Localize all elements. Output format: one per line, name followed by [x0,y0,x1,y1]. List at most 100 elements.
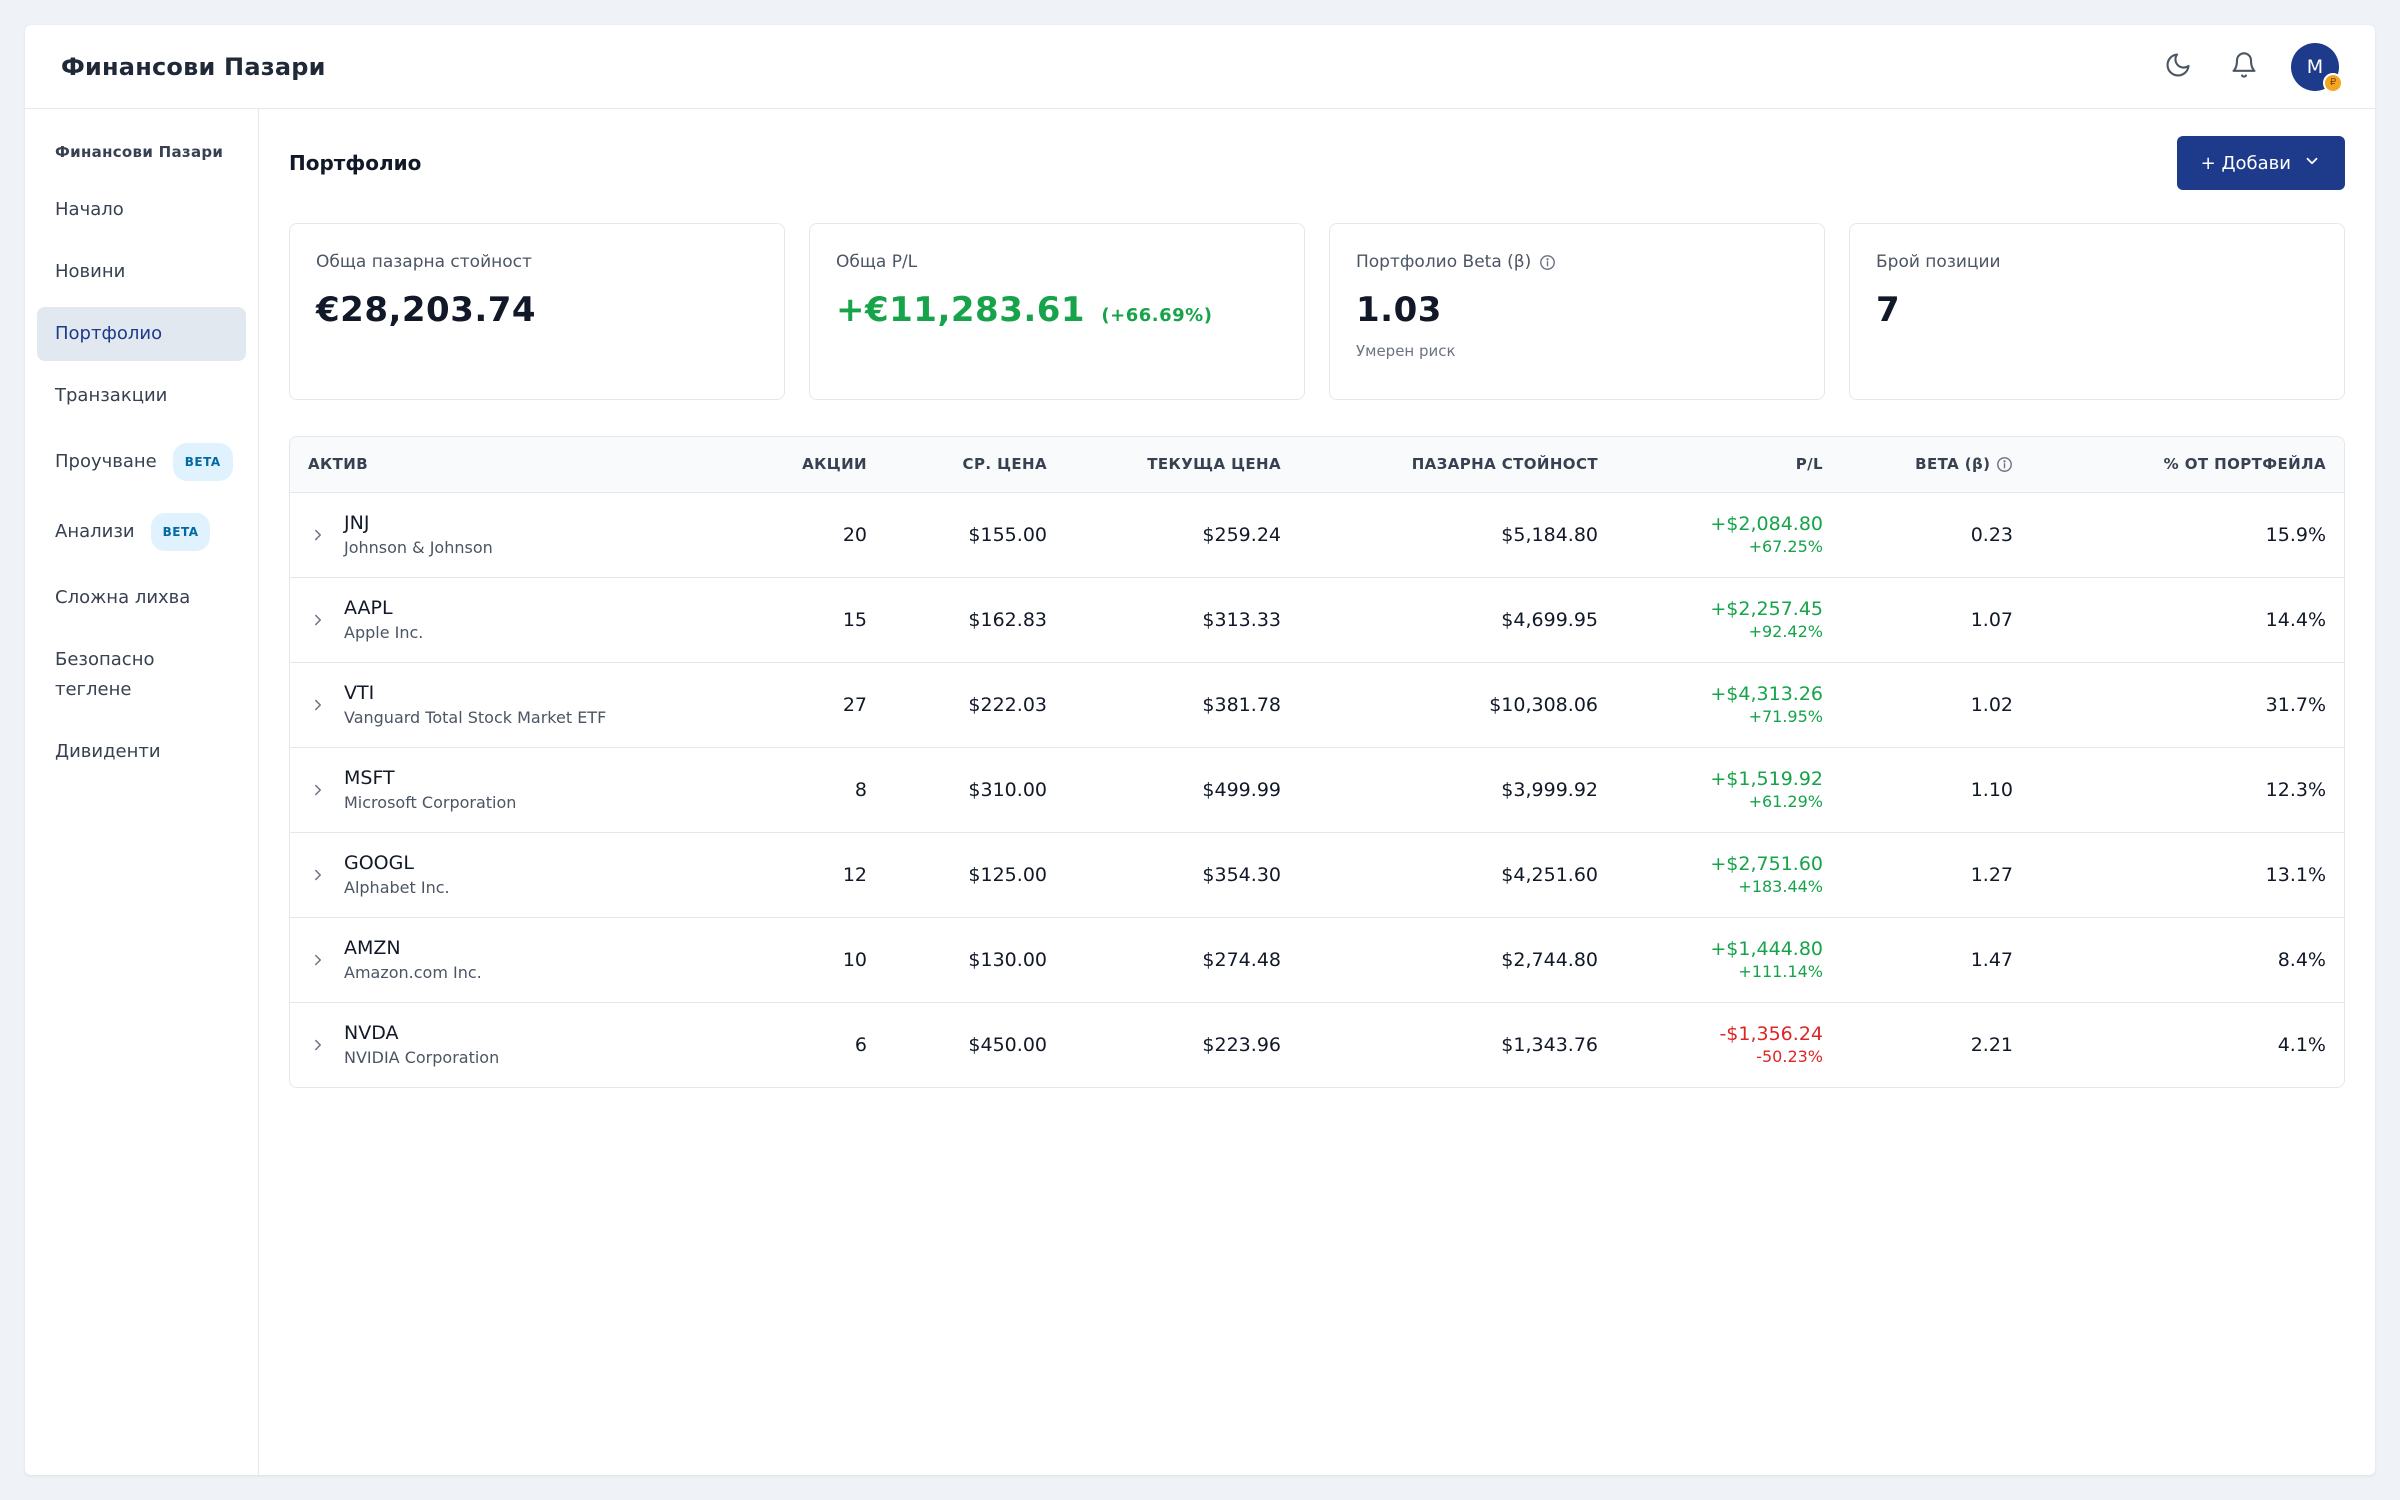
asset-cell: JNJ Johnson & Johnson [290,492,770,578]
chevron-right-icon[interactable] [308,695,328,715]
avg-price-cell: $450.00 [968,1033,1047,1056]
sidebar-item[interactable]: Портфолио [37,307,246,361]
sidebar-item[interactable]: Новини [37,245,246,299]
add-button[interactable]: + Добави [2176,136,2345,190]
header-beta[interactable]: BETA (β) [1841,437,2031,493]
card-label: Обща P/L [836,252,918,272]
pl-amount: +$2,084.80 [1710,513,1823,535]
sidebar-item-label: Транзакции [55,385,168,406]
avg-price-cell: $310.00 [885,747,1065,833]
table-row[interactable]: NVDA NVIDIA Corporation 6 $450.00 $223.96 $1,… [290,1002,2344,1087]
chevron-right-icon[interactable] [308,780,328,800]
theme-toggle-button[interactable] [2159,48,2197,86]
asset-cell: NVDA NVIDIA Corporation [290,1002,770,1087]
sidebar-item[interactable]: Анализи BETA [37,501,246,563]
current-price-cell: $223.96 [1202,1033,1281,1056]
table-row[interactable]: AMZN Amazon.com Inc. 10 $130.00 $274.48 $2,74… [290,917,2344,1003]
company-name: Microsoft Corporation [344,793,517,812]
sidebar-item[interactable]: Дивиденти [37,725,246,779]
sidebar-item[interactable]: Проучване BETA [37,431,246,493]
info-icon[interactable] [1539,254,1556,271]
beta-cell: 1.02 [1841,662,2031,748]
chevron-right-icon[interactable] [308,610,328,630]
header-portfolio-pct[interactable]: % ОТ ПОРТФЕЙЛА [2031,437,2344,493]
card-value: €28,203.74 [316,290,537,330]
card-market-value: Обща пазарна стойност €28,203.74 [289,223,785,400]
sidebar-item[interactable]: Транзакции [37,369,246,423]
chevron-right-icon[interactable] [308,1035,328,1055]
beta-cell: 1.07 [1841,577,2031,663]
pl-percent: +92.42% [1748,622,1823,641]
user-avatar[interactable]: M ₽ [2291,42,2343,93]
header-market-value[interactable]: ПАЗАРНА СТОЙНОСТ [1299,437,1616,493]
pl-percent: +61.29% [1748,792,1823,811]
chevron-right-icon[interactable] [308,525,328,545]
table-row[interactable]: JNJ Johnson & Johnson 20 $155.00 $259.24 $5,1… [290,492,2344,578]
beta-cell: 0.23 [1841,492,2031,578]
notifications-button[interactable] [2225,48,2263,86]
pl-percent: +67.25% [1748,537,1823,556]
sidebar-item[interactable]: Начало [37,183,246,237]
asset-cell: MSFT Microsoft Corporation [290,747,770,833]
main-content: Портфолио + Добави Обща пазарна стойност… [259,109,2375,1475]
portfolio-pct-cell: 14.4% [2031,577,2344,663]
pl-amount: +$2,257.45 [1710,598,1823,620]
shares-cell: 8 [770,747,885,833]
table-row[interactable]: GOOGL Alphabet Inc. 12 $125.00 $354.30 $4,251… [290,832,2344,918]
company-name: Amazon.com Inc. [344,963,482,982]
pl-amount: +$2,751.60 [1710,853,1823,875]
chevron-right-icon[interactable] [308,950,328,970]
market-value-cell: $1,343.76 [1501,1033,1598,1056]
pl-value: +€11,283.61 [836,290,1086,330]
moon-icon [2164,51,2192,83]
header-current-price[interactable]: ТЕКУЩА ЦЕНА [1065,437,1299,493]
market-value-cell: $5,184.80 [1299,492,1616,578]
pl-cell: +$1,519.92 +61.29% [1616,747,1841,833]
asset-cell: AAPL Apple Inc. [290,577,770,663]
sidebar-item[interactable]: Безопасно теглене [37,633,246,717]
market-value-cell: $4,251.60 [1299,832,1616,918]
table-body: JNJ Johnson & Johnson 20 $155.00 $259.24 $5,1… [290,492,2344,1087]
avatar-initial: M [2306,55,2324,78]
portfolio-pct-cell: 8.4% [2031,917,2344,1003]
table-row[interactable]: MSFT Microsoft Corporation 8 $310.00 $499.99… [290,747,2344,833]
pl-percent: -50.23% [1756,1047,1823,1067]
table-row[interactable]: AAPL Apple Inc. 15 $162.83 $313.33 $4,699.95 +… [290,577,2344,663]
beta-cell: 2.21 [1970,1033,2013,1056]
card-positions: Брой позиции 7 [1849,223,2345,400]
beta-header-label: BETA (β) [1915,455,1991,474]
info-icon[interactable] [1996,456,2013,473]
beta-badge: BETA [172,443,233,481]
card-label: Брой позиции [1876,252,2001,272]
app-window: Финансови Пазари M ₽ Финансови Пазари На… [25,25,2375,1475]
ticker: MSFT [344,767,395,789]
app-title: Финансови Пазари [61,52,326,81]
card-label: Обща пазарна стойност [316,252,532,272]
sidebar: Финансови Пазари Начало Новини Портфолио Тр… [25,109,259,1475]
asset-cell: GOOGL Alphabet Inc. [290,832,770,918]
current-price-cell: $354.30 [1065,832,1299,918]
header-shares[interactable]: АКЦИИ [770,437,885,493]
shares-cell: 12 [770,832,885,918]
avg-price-cell: $125.00 [885,832,1065,918]
pl-amount: -$1,356.24 [1719,1023,1823,1046]
sidebar-item[interactable]: Сложна лихва [37,571,246,625]
pl-cell: -$1,356.24 -50.23% [1616,1002,1841,1087]
pl-cell: +$4,313.26 +71.95% [1616,662,1841,748]
table-row[interactable]: VTI Vanguard Total Stock Market ETF 27 $222… [290,662,2344,748]
avg-price-cell: $162.83 [885,577,1065,663]
header-avg-price[interactable]: СР. ЦЕНА [885,437,1065,493]
current-price-cell: $274.48 [1065,917,1299,1003]
pl-amount: +$4,313.26 [1710,683,1823,705]
header-pl[interactable]: P/L [1616,437,1841,493]
pl-amount: +$1,444.80 [1710,938,1823,960]
sidebar-item-label: Дивиденти [55,741,161,762]
header-asset[interactable]: АКТИВ [290,437,770,493]
asset-cell: AMZN Amazon.com Inc. [290,917,770,1003]
avatar-badge: ₽ [2323,72,2343,93]
page-title: Портфолио [289,151,422,175]
current-price-cell: $499.99 [1065,747,1299,833]
shares-cell: 20 [770,492,885,578]
chevron-right-icon[interactable] [308,865,328,885]
pl-percent: +111.14% [1738,962,1823,981]
